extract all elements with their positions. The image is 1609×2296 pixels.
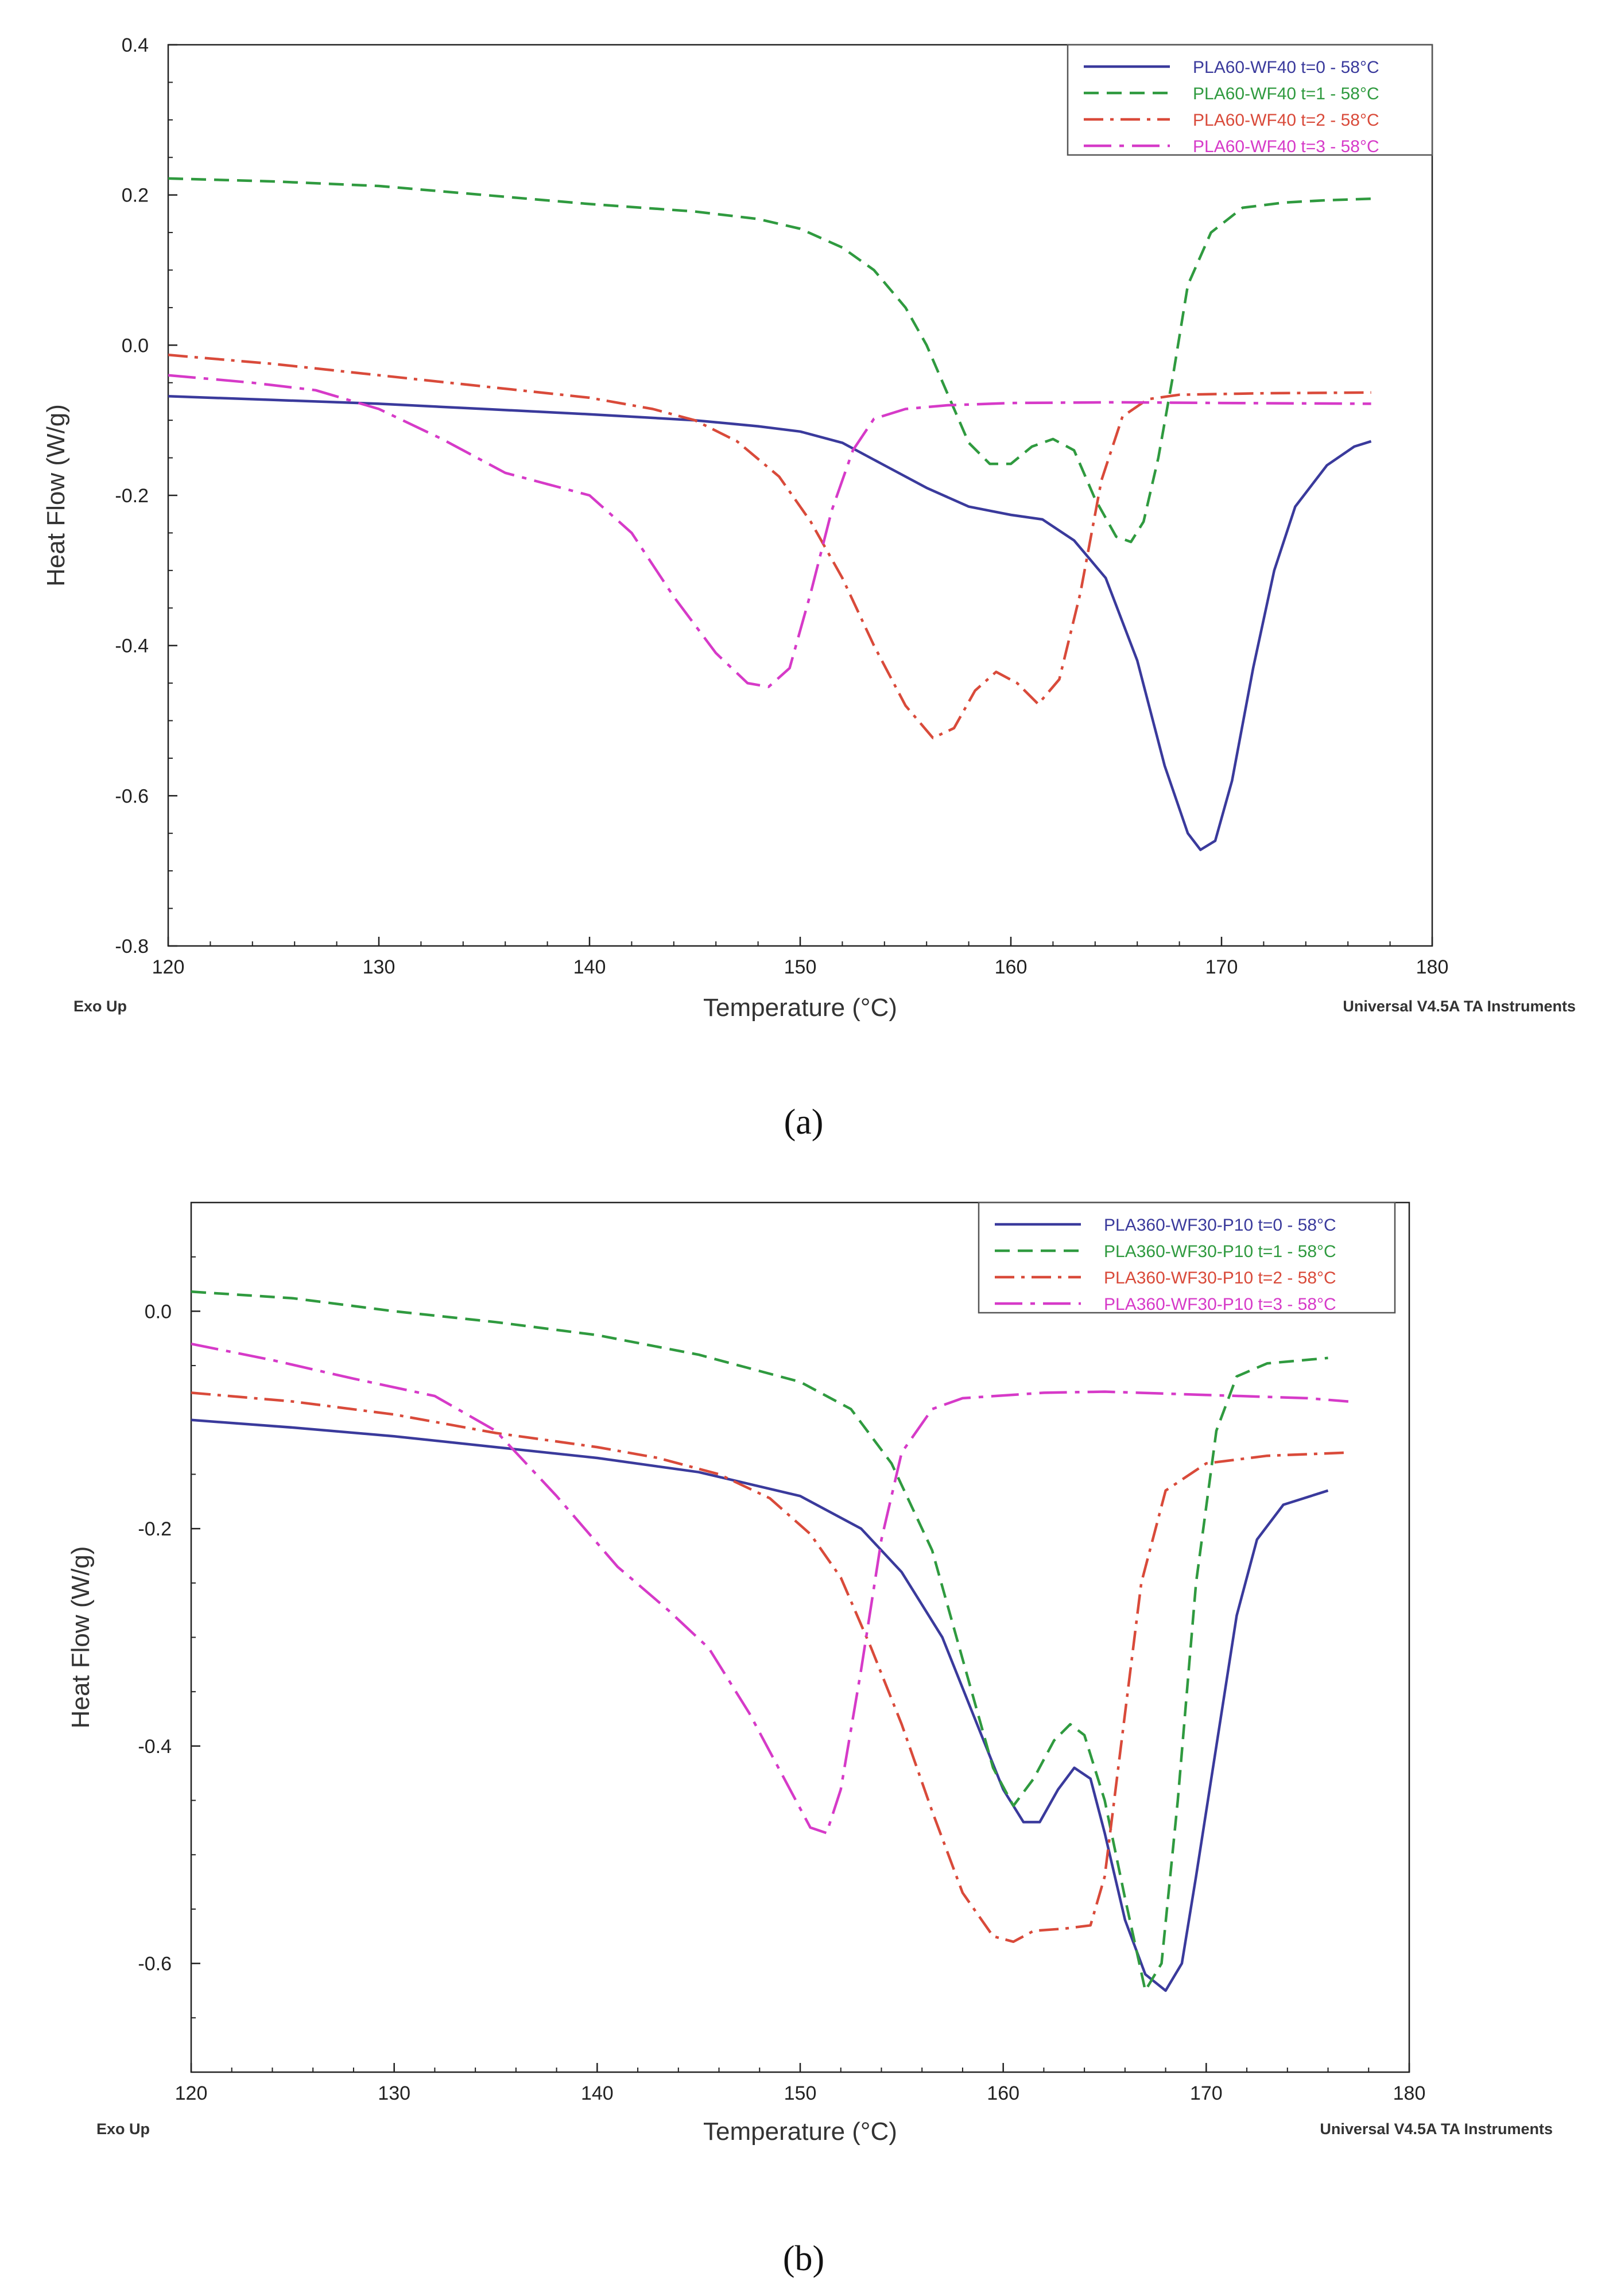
series-line-t0 <box>191 1418 1329 1992</box>
x-tick-label: 130 <box>378 2082 410 2104</box>
plot-frame <box>190 1201 1410 2073</box>
legend-label: PLA360-WF30-P10 t=0 - 58°C <box>1104 1216 1336 1235</box>
x-tick-label: 140 <box>573 956 606 978</box>
x-tick-label: 120 <box>152 956 185 978</box>
chart-panel-b: 120 130 140 150 160 170 180 -0.6 -0.4 -0.2 0.0 Temp… <box>67 1201 1553 2278</box>
y-tick-label: -0.2 <box>115 485 149 507</box>
legend-label: PLA360-WF30-P10 t=1 - 58°C <box>1104 1242 1336 1261</box>
series-line-t2 <box>168 354 1371 739</box>
panel-caption: (b) <box>783 2239 824 2278</box>
x-axis-label: Temperature (°C) <box>703 994 897 1022</box>
x-tick-label: 160 <box>995 956 1028 978</box>
panel-caption: (a) <box>784 1103 824 1142</box>
legend-label: PLA60-WF40 t=0 - 58°C <box>1193 58 1379 77</box>
footer-instrument: Universal V4.5A TA Instruments <box>1343 998 1576 1015</box>
series-line-t3 <box>191 1342 1349 1835</box>
y-tick-label: 0.0 <box>145 1301 172 1322</box>
x-tick-label: 130 <box>363 956 396 978</box>
footer-exo-up: Exo Up <box>73 998 127 1015</box>
x-tick-label: 150 <box>784 956 817 978</box>
x-tick-label: 170 <box>1190 2082 1223 2104</box>
series-line-t1 <box>191 1290 1328 1992</box>
series-line-t3 <box>168 374 1371 688</box>
legend-label: PLA360-WF30-P10 t=2 - 58°C <box>1104 1269 1336 1287</box>
legend-label: PLA60-WF40 t=3 - 58°C <box>1193 137 1379 156</box>
y-tick-label: -0.6 <box>115 785 149 807</box>
x-axis-label: Temperature (°C) <box>703 2117 897 2146</box>
series-line-t0 <box>168 395 1372 851</box>
y-tick-label: -0.4 <box>115 635 149 657</box>
legend-label: PLA60-WF40 t=1 - 58°C <box>1193 84 1379 103</box>
x-tick-label: 170 <box>1205 956 1238 978</box>
y-tick-label: -0.4 <box>138 1736 172 1758</box>
x-tick-label: 180 <box>1416 956 1449 978</box>
legend-box <box>1067 44 1433 156</box>
chart-panel-a: 120 130 140 150 160 170 180 -0.8 -0.6 -0.4 -0.2 0.0… <box>42 34 1576 1142</box>
x-tick-label: 160 <box>987 2082 1019 2104</box>
legend-box <box>978 1201 1396 1314</box>
legend-label: PLA60-WF40 t=2 - 58°C <box>1193 111 1379 130</box>
legend-label: PLA360-WF30-P10 t=3 - 58°C <box>1104 1295 1336 1314</box>
x-tick-label: 140 <box>581 2082 614 2104</box>
x-tick-label: 180 <box>1393 2082 1426 2104</box>
series-line-t1 <box>168 177 1371 544</box>
y-tick-label: -0.2 <box>138 1518 172 1540</box>
y-axis-label: Heat Flow (W/g) <box>67 1546 95 1729</box>
y-tick-label: 0.2 <box>122 185 149 207</box>
y-tick-label: 0.0 <box>122 335 149 356</box>
y-tick-label: 0.4 <box>122 34 149 56</box>
y-axis-label: Heat Flow (W/g) <box>42 404 70 587</box>
y-tick-label: -0.8 <box>115 936 149 957</box>
plot-frame <box>167 44 1433 947</box>
footer-exo-up: Exo Up <box>96 2120 150 2138</box>
x-tick-label: 150 <box>784 2082 817 2104</box>
y-tick-label: -0.6 <box>138 1953 172 1975</box>
series-line-t2 <box>191 1391 1348 1944</box>
footer-instrument: Universal V4.5A TA Instruments <box>1320 2120 1553 2138</box>
x-tick-label: 120 <box>175 2082 208 2104</box>
